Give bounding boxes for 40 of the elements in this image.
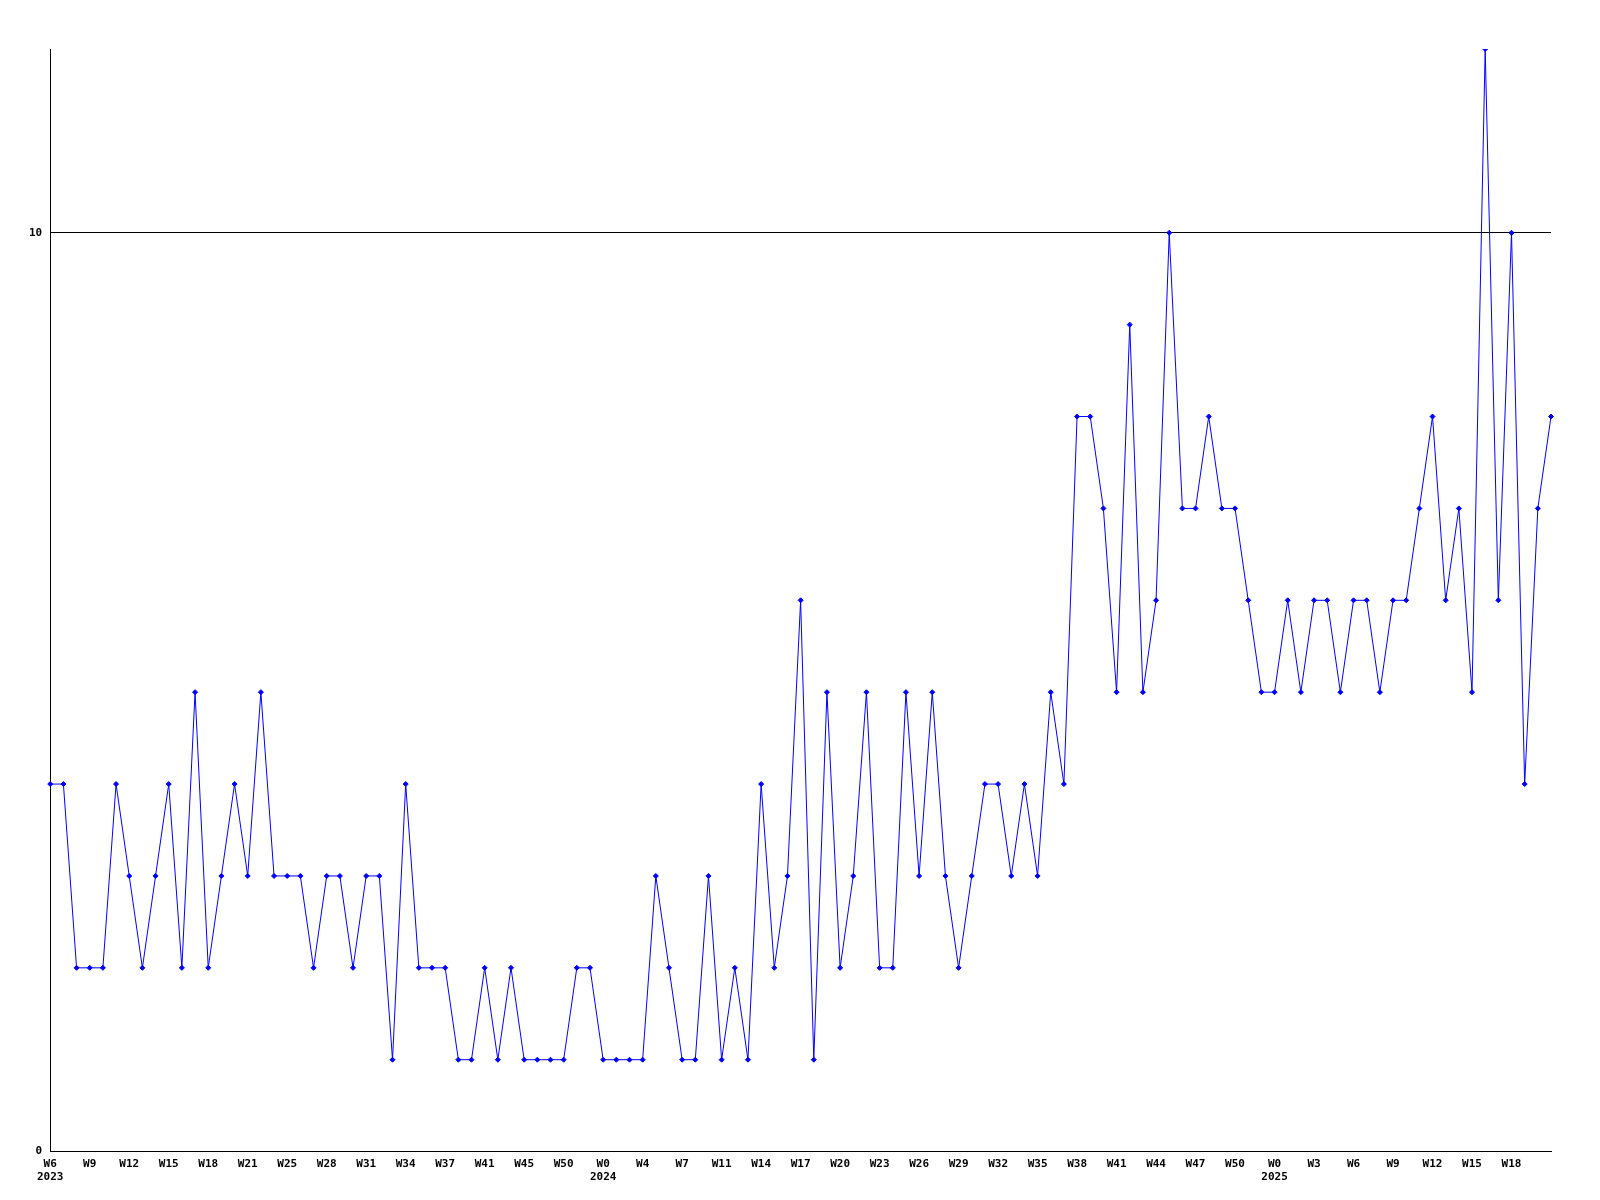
x-tick-label: W9 [1386, 1157, 1400, 1171]
x-tick-label: W14 [751, 1157, 772, 1171]
x-tick-label: W50 [553, 1157, 574, 1171]
x-tick-label: W0 2025 [1261, 1157, 1288, 1184]
x-tick-label: W28 [316, 1157, 337, 1171]
x-tick-label: W7 [675, 1157, 689, 1171]
x-tick-label: W25 [277, 1157, 298, 1171]
x-tick-label: W12 [119, 1157, 140, 1171]
x-tick-label: W34 [395, 1157, 416, 1171]
x-tick-label: W37 [435, 1157, 456, 1171]
x-tick-label: W17 [790, 1157, 811, 1171]
x-tick-label: W12 [1422, 1157, 1443, 1171]
x-tick-label: W4 [636, 1157, 650, 1171]
x-tick-label: W11 [711, 1157, 732, 1171]
x-tick-label: W18 [1501, 1157, 1522, 1171]
x-tick-label: W29 [948, 1157, 969, 1171]
x-tick-label: W47 [1185, 1157, 1206, 1171]
x-tick-label: W41 [474, 1157, 495, 1171]
x-tick-label: W18 [198, 1157, 219, 1171]
x-tick-label: W20 [830, 1157, 851, 1171]
x-tick-label: W15 [1462, 1157, 1482, 1171]
x-tick-label: W15 [158, 1157, 179, 1171]
x-tick-label: W23 [869, 1157, 890, 1171]
x-tick-label: W38 [1067, 1157, 1088, 1171]
x-tick-label: W6 2023 [37, 1157, 64, 1184]
x-tick-label: W41 [1106, 1157, 1127, 1171]
y-tick-label: 10 [29, 225, 43, 239]
x-tick-label: W31 [356, 1157, 377, 1171]
x-tick-label: W26 [909, 1157, 930, 1171]
x-tick-label: W3 [1307, 1157, 1321, 1171]
x-tick-label: W35 [1027, 1157, 1048, 1171]
x-tick-label: W6 [1346, 1157, 1361, 1171]
x-tick-label: W0 2024 [589, 1157, 617, 1184]
x-tick-label: W9 [83, 1157, 97, 1171]
x-tick-label: W44 [1146, 1157, 1167, 1171]
x-tick-label: W45 [514, 1157, 535, 1171]
x-tick-label: W32 [988, 1157, 1009, 1171]
x-tick-label: W21 [237, 1157, 259, 1171]
x-tick-label: W50 [1225, 1157, 1245, 1171]
y-tick-label: 0 [35, 1144, 43, 1158]
